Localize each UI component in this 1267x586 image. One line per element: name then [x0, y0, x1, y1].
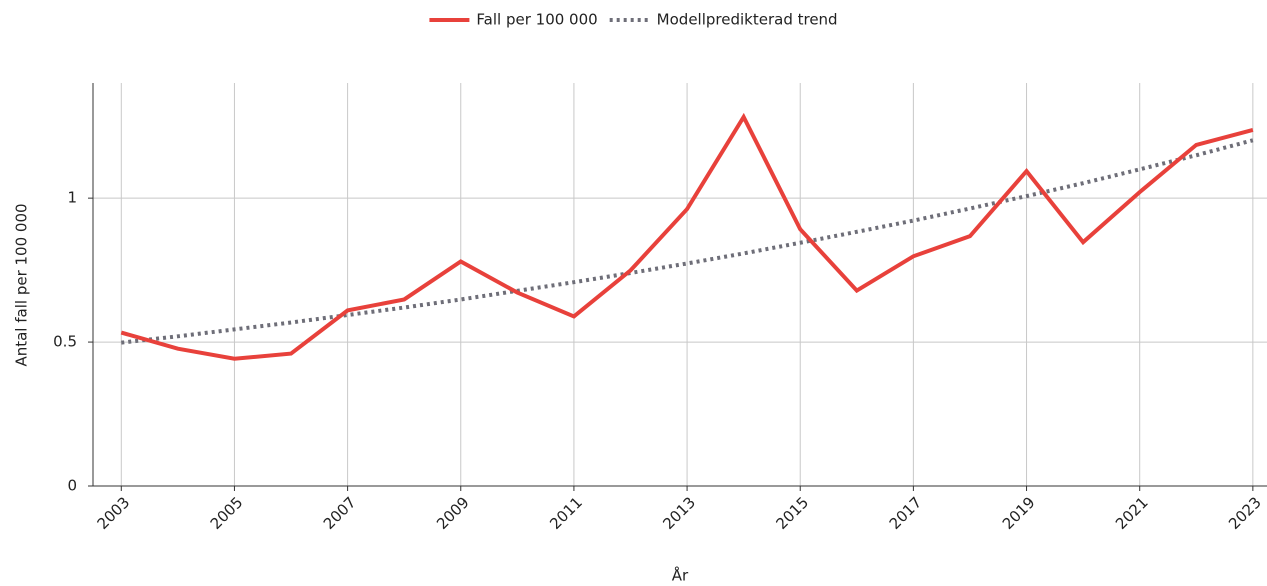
legend: Fall per 100 000 Modellpredikterad trend: [429, 11, 838, 29]
x-axis-label: År: [672, 566, 689, 585]
x-tick-label: 2003: [94, 493, 134, 533]
x-tick-label: 2005: [207, 493, 247, 533]
series-line: [120, 112, 1254, 361]
legend-label: Modellpredikterad trend: [657, 11, 838, 29]
series-line: [121, 138, 1254, 345]
legend-label: Fall per 100 000: [476, 11, 597, 29]
x-tick-label: 2015: [773, 493, 813, 533]
y-tick-label: 0: [67, 477, 77, 495]
x-tick-label: 2007: [320, 493, 360, 533]
y-tick-label: 1: [67, 189, 77, 207]
y-tick-label: 0.5: [53, 333, 77, 351]
x-tick-label: 2017: [886, 493, 926, 533]
x-tick-label: 2013: [659, 493, 699, 533]
x-tick-label: 2019: [999, 493, 1039, 533]
x-tick-label: 2011: [546, 493, 586, 533]
x-tick-label: 2009: [433, 493, 473, 533]
y-axis-label: Antal fall per 100 000: [13, 203, 31, 366]
x-tick-label: 2021: [1112, 493, 1152, 533]
x-tick-label: 2023: [1225, 493, 1265, 533]
